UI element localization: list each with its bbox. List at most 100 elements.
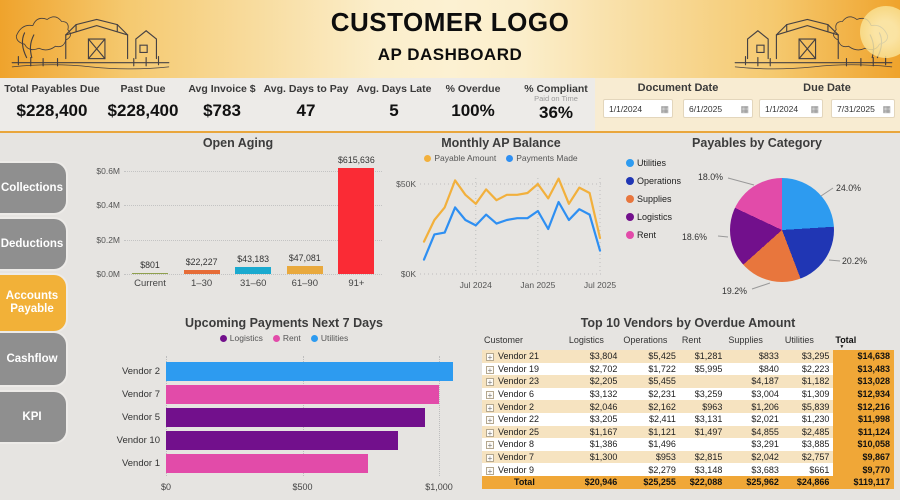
chart-title: Open Aging [202,136,274,150]
hbar-vendor-10[interactable] [166,431,399,450]
column-header-customer[interactable]: Customer [484,335,524,345]
legend-item-logistics[interactable]: Logistics [219,333,263,343]
table-row-vendor-23[interactable]: + Vendor 23 $2,205 $5,455 $4,187 $1,182 $13,02… [482,375,894,388]
table-row-vendor-6[interactable]: + Vendor 6 $3,132 $2,231 $3,259 $3,004 $1,309 $… [482,387,894,401]
legend-item-utilities[interactable]: Utilities [310,333,348,343]
sidebar-item-collections[interactable]: Collections [0,163,66,213]
amount-cell: $2,815 [679,450,727,464]
hbar-plot-area: $0 $500 $1,000 Vendor 2 Vendor 7 Vendor 5 Vend… [117,356,468,492]
column-header-supplies[interactable]: Supplies [728,335,763,345]
expand-row-icon[interactable]: + [486,391,494,401]
y-axis-tick: $0K [400,269,416,279]
aging-bar-1-30[interactable] [183,270,220,274]
table-row-vendor-9[interactable]: + Vendor 9 $2,279 $3,148 $3,683 $661 $9,770 [482,463,894,476]
amount-cell: $3,259 [679,387,727,401]
sidebar-item-cashflow[interactable]: Cashflow [0,333,66,385]
legend-item-rent[interactable]: Rent [626,230,681,240]
expand-row-icon[interactable]: + [486,466,494,476]
legend-dot [626,159,634,167]
x-axis-tick: $500 [292,482,313,492]
table-row-vendor-21[interactable]: + Vendor 21 $3,804 $5,425 $1,281 $833 $3,295 $1… [482,350,894,363]
document-date-start-value: 1/1/2024 [609,103,643,114]
table-row-vendor-2[interactable]: + Vendor 2 $2,046 $2,162 $963 $1,206 $5,839 $12… [482,400,894,413]
amount-cell: $2,223 [782,362,834,376]
x-axis-tick: 31–60 [239,278,267,289]
due-date-end-picker[interactable]: 7/31/2025 ▦ [831,99,895,118]
legend-item-utilities[interactable]: Utilities [626,158,681,168]
vendor-name-cell: + Vendor 21 [482,350,567,363]
amount-cell: $5,455 [621,375,680,388]
gridline [124,274,382,275]
page-title: AP DASHBOARD [377,45,523,64]
gridline [124,205,382,207]
amount-cell: $661 [782,463,834,476]
amount-cell: $1,167 [566,425,622,439]
hbar-vendor-2[interactable] [166,362,453,381]
legend-item-operations[interactable]: Operations [626,176,681,186]
expand-row-icon[interactable]: + [486,365,494,375]
hbar-vendor-7[interactable] [166,385,439,404]
legend-item-logistics[interactable]: Logistics [626,212,681,222]
amount-cell: $2,231 [621,387,680,401]
hbar-vendor-1[interactable] [166,454,369,473]
column-header-total[interactable]: Total ▼ [833,334,894,350]
legend-label: Logistics [229,333,263,343]
aging-bar-current[interactable] [132,272,168,274]
sidebar-item-deductions[interactable]: Deductions [0,219,66,269]
expand-row-icon[interactable]: + [486,378,494,388]
legend-dot [219,334,227,342]
column-header-operations[interactable]: Operations [623,335,668,345]
amount-cell: $5,425 [621,350,680,363]
column-header-logistics[interactable]: Logistics [568,335,604,345]
farmhouse-illustration-right [734,16,893,70]
table-title: Top 10 Vendors by Overdue Amount [580,316,796,330]
expand-row-icon[interactable]: + [486,441,494,451]
hbar-label-vendor-2: Vendor 2 [121,366,160,377]
legend-item-payments-made[interactable]: Payments Made [506,153,578,163]
amount-cell: $2,279 [621,463,680,476]
table-row-vendor-7[interactable]: + Vendor 7 $1,300 $953 $2,815 $2,042 $2,757 $9,… [482,450,894,464]
amount-cell: $12,216 [833,400,894,413]
document-date-start-picker[interactable]: 1/1/2024 ▦ [603,99,673,118]
legend-item-rent[interactable]: Rent [272,333,301,343]
table-row-vendor-22[interactable]: + Vendor 22 $3,205 $2,411 $3,131 $2,021 $1,230… [482,412,894,426]
legend-item-payable-amount[interactable]: Payable Amount [424,153,496,163]
document-date-end-picker[interactable]: 6/1/2025 ▦ [683,99,753,118]
pie-chart[interactable] [730,178,834,282]
aging-column-current: $801 Current [124,166,176,289]
kpi-list: Total Payables Due $228,400 Past Due $228,4… [2,78,602,131]
aging-column-31-60: $43,183 31–60 [227,166,279,289]
expand-row-icon[interactable]: + [486,428,494,438]
due-date-start-picker[interactable]: 1/1/2024 ▦ [759,99,823,118]
column-header-rent[interactable]: Rent [681,335,701,345]
x-axis-tick: $1,000 [425,482,453,492]
amount-cell: $1,182 [782,375,834,388]
kpi-value: $228,400 [16,101,88,120]
header-banner: CUSTOMER LOGO AP DASHBOARD [0,0,900,78]
amount-cell: $1,206 [726,400,783,413]
customer-logo-title: CUSTOMER LOGO [330,7,570,37]
vendor-name-cell: + Vendor 2 [482,400,567,413]
legend-item-supplies[interactable]: Supplies [626,194,681,204]
expand-row-icon[interactable]: + [486,353,494,363]
aging-bar-31-60[interactable] [235,266,272,274]
sidebar-item-accounts-payable[interactable]: Accounts Payable [0,275,66,331]
column-header-utilities[interactable]: Utilities [784,335,814,345]
expand-row-icon[interactable]: + [486,454,494,464]
aging-bar-91[interactable] [338,168,375,274]
table-row-vendor-8[interactable]: + Vendor 8 $1,386 $1,496 $3,291 $3,885 $10,058 [482,438,894,451]
legend-label: Supplies [637,194,672,204]
aging-bar-61-90[interactable] [286,265,323,274]
chart-title: Upcoming Payments Next 7 Days [185,316,383,330]
sidebar-item-kpi[interactable]: KPI [0,392,66,442]
expand-row-icon[interactable]: + [486,416,494,426]
expand-row-icon[interactable]: + [486,403,494,413]
amount-cell: $2,702 [566,362,622,376]
hbar-vendor-5[interactable] [166,408,426,427]
legend-label: Logistics [637,212,673,222]
table-row-vendor-19[interactable]: + Vendor 19 $2,702 $1,722 $5,995 $840 $2,223 $1… [482,362,894,376]
hbar-label-vendor-1: Vendor 1 [121,458,160,469]
kpi-value: 47 [296,101,316,120]
table-row-vendor-25[interactable]: + Vendor 25 $1,167 $1,121 $1,497 $4,855 $2,485… [482,425,894,439]
